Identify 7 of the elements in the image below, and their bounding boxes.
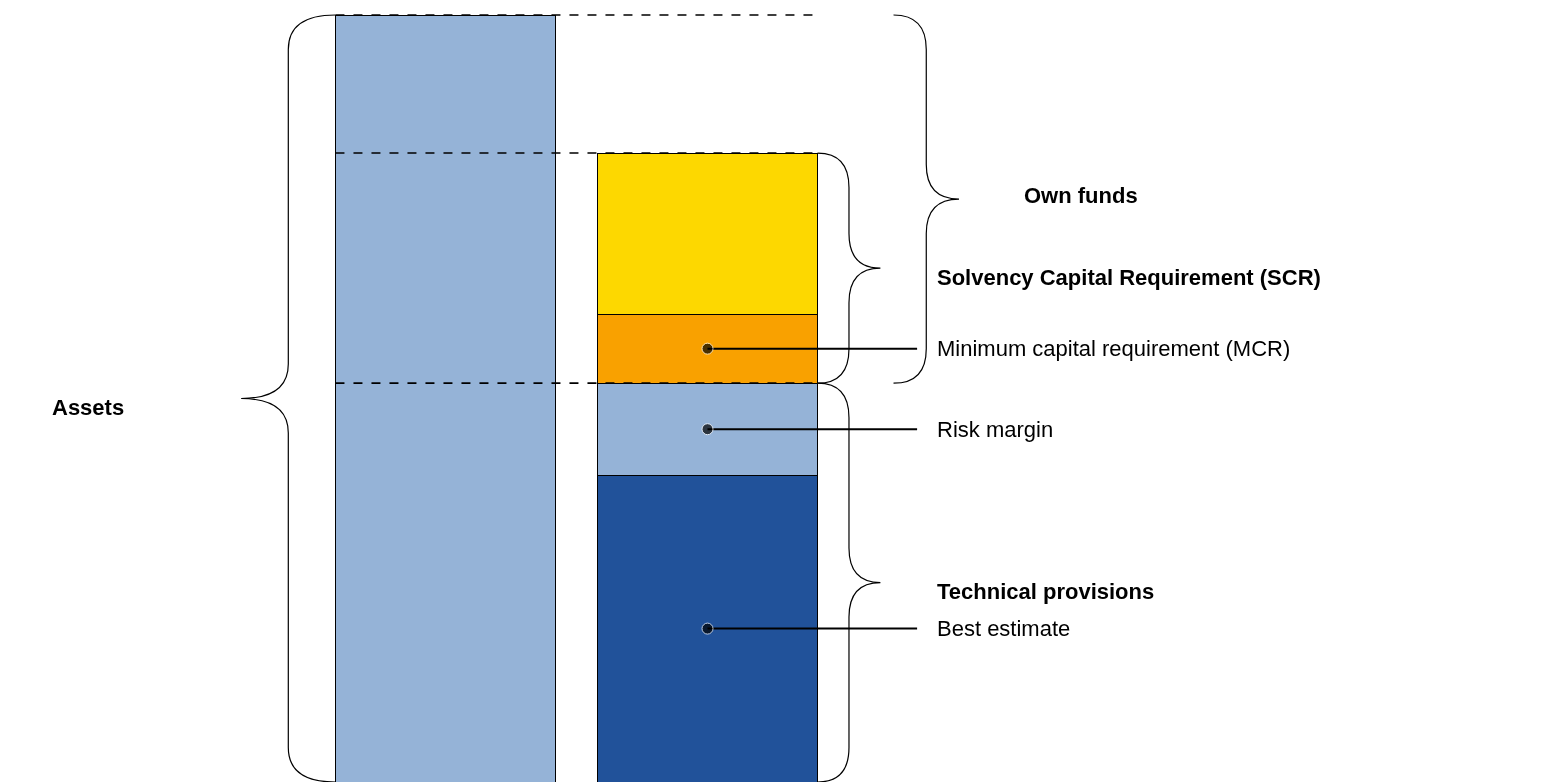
text: Minimum capital requirement (MCR)	[937, 336, 1291, 361]
text: Technical provisions	[937, 579, 1155, 604]
text: Risk margin	[937, 417, 1054, 442]
text: Own funds	[1024, 183, 1138, 208]
text: Solvency Capital Requirement (SCR)	[937, 265, 1321, 290]
text: Assets	[52, 395, 125, 420]
text: Best estimate	[937, 616, 1071, 641]
